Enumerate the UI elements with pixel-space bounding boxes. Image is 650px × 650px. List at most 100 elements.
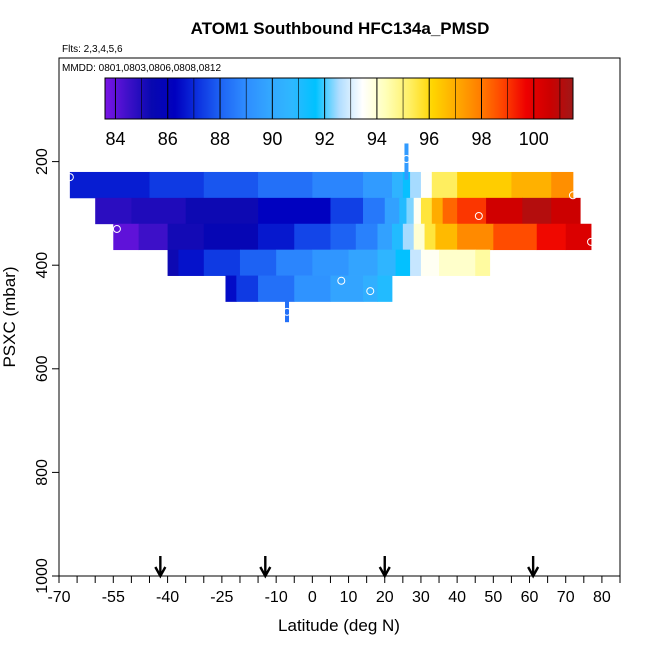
heat-cell (312, 171, 364, 199)
y-tick-label: 1000 (34, 558, 51, 594)
x-tick-label: 0 (308, 589, 317, 606)
flight-arrow (259, 556, 272, 579)
heat-cell (203, 171, 259, 199)
heat-cell (355, 223, 378, 251)
heat-cell (384, 197, 400, 225)
colorbar-tick-label: 94 (367, 129, 387, 149)
heat-cell (457, 171, 512, 199)
heat-cell (435, 223, 458, 251)
heat-cell (276, 249, 313, 276)
colorbar-gradient (104, 77, 574, 120)
colorbar-tick-label: 92 (315, 129, 335, 149)
x-tick-label: 20 (376, 589, 394, 606)
x-tick-label: 40 (448, 589, 466, 606)
x-tick-label: -70 (47, 589, 70, 606)
heat-cell (420, 249, 440, 276)
y-axis: 200 400 600 800 1000 (34, 148, 59, 594)
y-tick-label: 800 (34, 459, 51, 486)
heat-cell (399, 197, 407, 225)
x-tick-label: 60 (521, 589, 539, 606)
heat-cell (138, 223, 168, 251)
heat-cell (402, 223, 415, 251)
heat-cell (551, 171, 574, 199)
flight-arrow (154, 556, 167, 579)
heat-cell (413, 223, 425, 251)
colorbar-tick-label: 96 (419, 129, 439, 149)
x-axis-title: Latitude (deg N) (278, 616, 400, 635)
heat-cell (258, 197, 331, 225)
heat-cell (511, 171, 552, 199)
heat-cell (348, 249, 378, 276)
heat-cell (377, 249, 396, 276)
heat-cell (377, 223, 393, 251)
heat-cell (363, 275, 378, 302)
x-tick-label: 30 (412, 589, 430, 606)
heat-cell (178, 249, 205, 276)
y-axis-title: PSXC (mbar) (0, 266, 19, 367)
colorbar-tick-label: 100 (519, 129, 549, 149)
heat-cell (294, 223, 331, 251)
flight-arrow (378, 556, 391, 579)
flight-arrow-head (154, 566, 167, 579)
heat-cell (457, 223, 494, 251)
flight-arrow (527, 556, 540, 579)
heat-cell (69, 171, 150, 199)
heat-cell (551, 197, 581, 225)
heat-cell (402, 171, 411, 199)
heat-cell (439, 249, 476, 276)
plot-frame (58, 57, 621, 577)
heat-cell (167, 223, 205, 251)
heat-cell (522, 197, 552, 225)
y-tick-label: 200 (34, 148, 51, 175)
heat-cell (377, 275, 393, 302)
heat-cell (442, 197, 458, 225)
x-tick-label: -25 (210, 589, 233, 606)
data-circle-marker (112, 224, 121, 233)
data-circle-marker (337, 276, 346, 285)
heat-cell (475, 249, 491, 276)
heat-cell (363, 197, 386, 225)
heat-cell (395, 249, 411, 276)
heat-cell (424, 223, 436, 251)
data-circle-marker (65, 173, 74, 182)
data-circle-marker (283, 307, 292, 316)
colorbar-tick-label: 98 (471, 129, 491, 149)
data-circle-marker (402, 155, 411, 164)
colorbar-tick-label: 88 (210, 129, 230, 149)
chart-title: ATOM1 Southbound HFC134a_PMSD (191, 19, 490, 38)
heatmap-layer (69, 143, 592, 323)
heat-cell (330, 223, 357, 251)
heat-cell (113, 223, 140, 251)
colorbar-tick-label: 90 (262, 129, 282, 149)
x-tick-label: -55 (102, 589, 125, 606)
heat-cell (149, 171, 205, 199)
heat-cell (294, 275, 331, 302)
data-circle-marker (366, 287, 375, 296)
x-tick-label: 70 (557, 589, 575, 606)
heat-cell (330, 197, 364, 225)
heat-cell (431, 197, 444, 225)
flight-arrow-head (259, 566, 272, 579)
circle-markers (65, 155, 596, 316)
x-tick-label: -10 (265, 589, 288, 606)
x-tick-label: 80 (593, 589, 611, 606)
heat-cell (406, 197, 415, 225)
heat-cell (239, 249, 277, 276)
colorbar-tick-label: 86 (158, 129, 178, 149)
heat-cell (95, 197, 132, 225)
heat-cell (457, 197, 487, 225)
data-circle-marker (568, 191, 577, 200)
x-axis: -70 -55 -40 -25 -10 0 10 20 30 40 50 60 70 80 (47, 576, 621, 606)
heat-cell (312, 249, 349, 276)
colorbar: 84 86 88 90 92 94 96 98 100 (104, 77, 574, 149)
heat-cell (258, 275, 295, 302)
heat-cell (493, 223, 538, 251)
heat-cell (410, 171, 422, 199)
heat-cell (203, 249, 241, 276)
heat-cell (131, 197, 187, 225)
heat-cell (410, 249, 422, 276)
heat-cell (391, 223, 404, 251)
heat-cell (565, 223, 592, 251)
heat-cell (420, 171, 433, 199)
